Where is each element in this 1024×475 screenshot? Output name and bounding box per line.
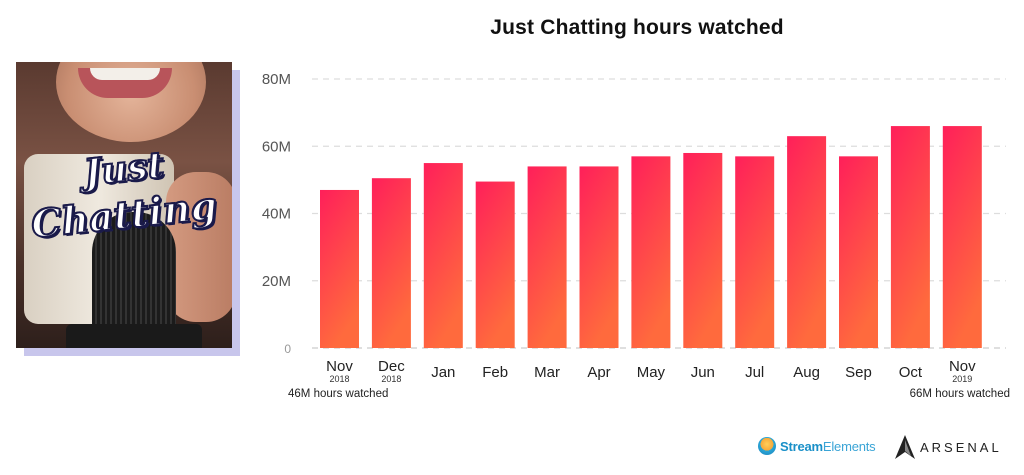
teeth-shape [90, 68, 160, 80]
bar-nov-2018 [320, 189, 359, 348]
bar-aug [787, 136, 827, 348]
start-annotation: 46M hours watched [288, 388, 389, 400]
microphone-base-shape [66, 324, 202, 348]
y-tick-label: 40M [262, 206, 291, 223]
x-tick-label: Sep [845, 364, 872, 381]
x-tick-label: Nov [326, 358, 353, 375]
arsenal-icon [895, 435, 915, 459]
x-tick-label: Jun [691, 364, 715, 381]
arsenal-logo: ARSENAL [894, 434, 1002, 460]
bar-jan [423, 163, 463, 348]
bar-may [631, 156, 671, 348]
end-annotation: 66M hours watched [909, 388, 1010, 400]
x-tick-label: Dec [378, 358, 405, 375]
bar-feb [475, 181, 515, 348]
streamelements-logo: StreamElements [758, 437, 876, 455]
bar-nov-2019 [942, 126, 982, 348]
y-tick-label: 60M [262, 138, 291, 155]
bar-dec-2018 [371, 178, 411, 348]
y-tick-label: 20M [262, 273, 291, 290]
x-tick-label: Aug [793, 364, 820, 381]
x-tick-label: Nov [949, 358, 976, 375]
x-tick-year-label: 2019 [952, 374, 972, 384]
streamelements-wordmark: StreamElements [780, 438, 876, 454]
bar-mar [527, 166, 567, 348]
bar-jul [735, 156, 775, 348]
x-tick-label: Jul [745, 364, 764, 381]
y-axis-ticks: 0 20M 40M 60M 80M [262, 71, 292, 356]
y-tick-label: 0 [284, 342, 291, 356]
bars [320, 126, 982, 348]
y-tick-label: 80M [262, 71, 291, 88]
bar-jun [683, 152, 723, 348]
streamelements-icon [758, 437, 776, 455]
x-tick-label: Jan [431, 364, 455, 381]
x-tick-label: Apr [587, 364, 610, 381]
chart-title: Just Chatting hours watched [490, 16, 784, 39]
x-tick-year-label: 2018 [381, 374, 401, 384]
x-tick-label: Mar [534, 364, 560, 381]
x-tick-year-label: 2018 [329, 374, 349, 384]
bar-apr [579, 166, 619, 348]
x-tick-label: Oct [899, 364, 923, 381]
bar-sep [839, 156, 878, 348]
hand-shape [166, 172, 232, 322]
just-chatting-cover-image: Just Chatting [16, 62, 232, 348]
bar-oct [890, 126, 930, 348]
x-tick-label: May [637, 364, 666, 381]
arsenal-wordmark: ARSENAL [920, 439, 1002, 455]
x-tick-label: Feb [482, 364, 508, 381]
